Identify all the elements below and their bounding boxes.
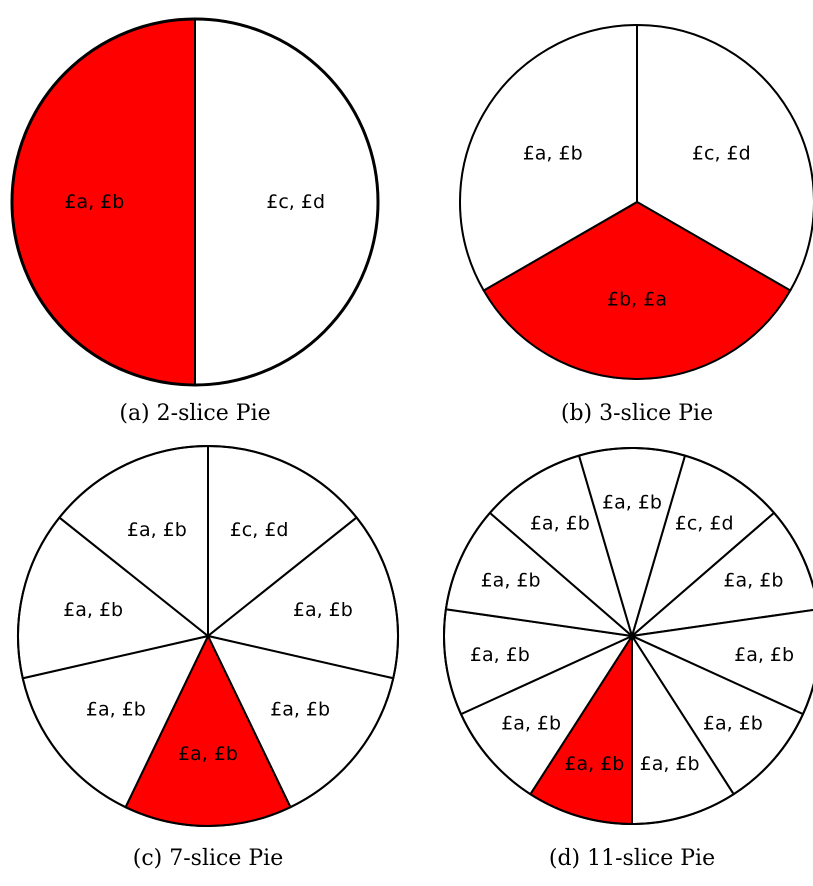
slice-label: £a, £b bbox=[178, 743, 238, 765]
slice-label: £a, £b bbox=[270, 698, 330, 720]
slice-label: £a, £b bbox=[501, 712, 561, 734]
slice-label: £a, £b bbox=[530, 513, 590, 535]
slice-label: £a, £b bbox=[564, 753, 624, 775]
panel-caption: (d) 11-slice Pie bbox=[549, 846, 715, 871]
pie-outline bbox=[459, 24, 813, 380]
panel-caption: (c) 7-slice Pie bbox=[133, 846, 283, 871]
slice-label: £a, £b bbox=[86, 698, 146, 720]
slice-label: £a, £b bbox=[63, 599, 123, 621]
panel-11-slice-pie: £c, £d£a, £b£a, £b£a, £b£a, £b£a, £b£a, … bbox=[443, 447, 813, 871]
slice-label: £b, £a bbox=[607, 288, 667, 310]
slice-label: £a, £b bbox=[703, 712, 763, 734]
slice-label: £c, £d bbox=[266, 191, 325, 213]
panel-caption: (a) 2-slice Pie bbox=[119, 401, 270, 426]
slice-label: £a, £b bbox=[470, 644, 530, 666]
slice-label: £a, £b bbox=[723, 570, 783, 592]
slice-label: £c, £d bbox=[675, 513, 734, 535]
slice-label: £c, £d bbox=[692, 142, 751, 164]
slice-label: £a, £b bbox=[481, 570, 541, 592]
pie-outline bbox=[17, 445, 399, 827]
panel-3-slice-pie: £c, £d £b, £a £a, £b (b) 3-slice Pie bbox=[459, 24, 813, 426]
slice-label: £c, £d bbox=[230, 519, 289, 541]
slice-label: £a, £b bbox=[640, 753, 700, 775]
pie-outline bbox=[10, 17, 380, 387]
slice-label: £a, £b bbox=[734, 644, 794, 666]
slice-label: £a, £b bbox=[64, 191, 124, 213]
slice-label: £a, £b bbox=[293, 599, 353, 621]
pie-outline bbox=[443, 447, 813, 825]
slice-label: £a, £b bbox=[602, 492, 662, 514]
panel-caption: (b) 3-slice Pie bbox=[561, 401, 713, 426]
panel-2-slice-pie: £c, £d £a, £b (a) 2-slice Pie bbox=[10, 17, 380, 426]
panel-7-slice-pie: £c, £d £a, £b £a, £b £a, £b £a, £b £a, £b £a, … bbox=[17, 445, 399, 871]
slice-label: £a, £b bbox=[523, 142, 583, 164]
slice-label: £a, £b bbox=[127, 519, 187, 541]
